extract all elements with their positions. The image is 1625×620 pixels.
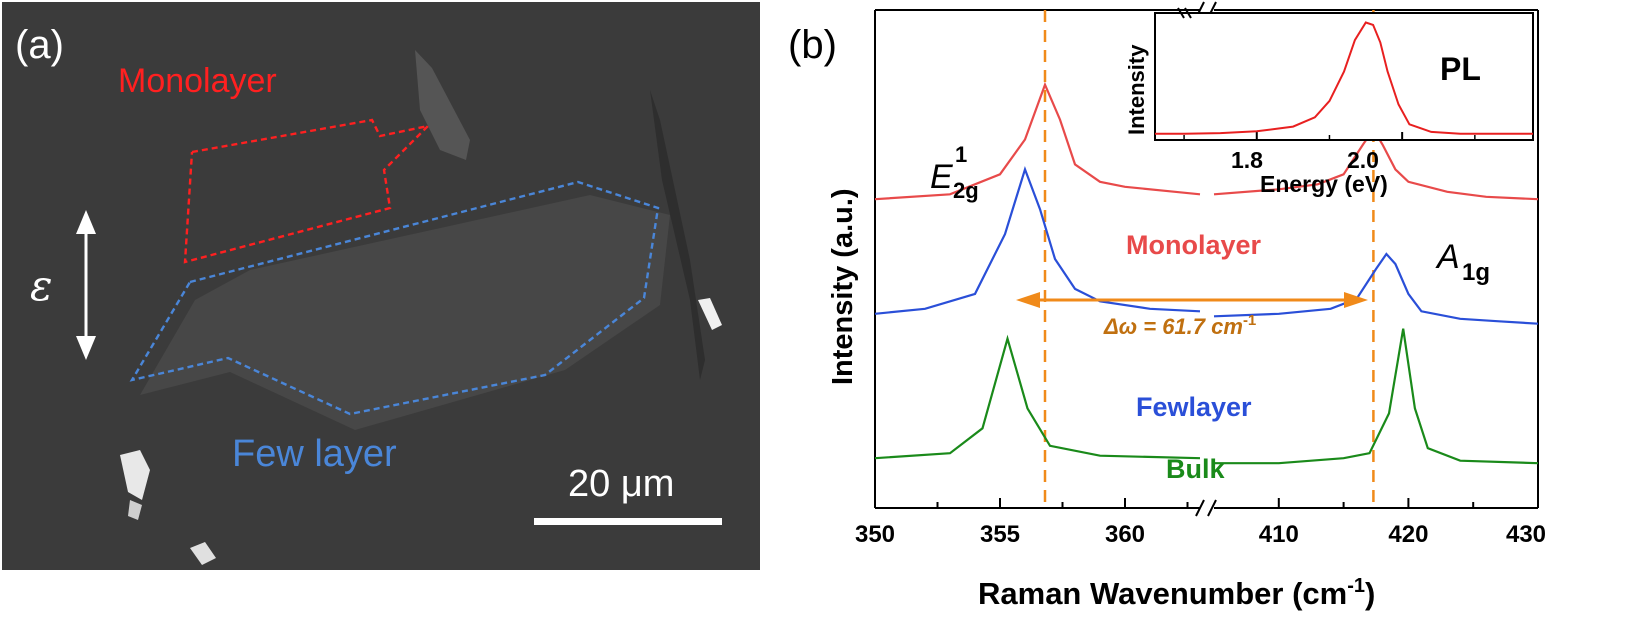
scale-bar: [534, 518, 722, 525]
x-tick-label: 355: [980, 521, 1020, 548]
debris: [190, 542, 216, 565]
axis-break-mark: [1195, 499, 1217, 517]
series-label-bulk: Bulk: [1166, 454, 1225, 484]
fewlayer-label: Few layer: [232, 433, 397, 475]
peak-a1g-sub: 1g: [1462, 259, 1490, 286]
peak-e2g-label: E: [930, 158, 953, 196]
panel-a-label: (a): [15, 23, 64, 67]
inset-xtick-label: 1.8: [1231, 147, 1263, 173]
inset-xtick-label: 2.0: [1347, 147, 1379, 173]
inset-x-label: Energy (eV): [1260, 171, 1388, 197]
inset-break-mark: [1177, 7, 1192, 19]
x-axis-label-text: Raman Wavenumber (cm: [978, 576, 1347, 611]
delta-label-sup: -1: [1243, 312, 1256, 329]
peak-a1g-label: A: [1435, 238, 1460, 276]
inset-frame: [1154, 12, 1534, 141]
series-line-bulk: [1214, 328, 1539, 465]
inset-ticks: [1183, 132, 1476, 140]
monolayer-label: Monolayer: [118, 62, 277, 100]
series-line-fewlayer: [1213, 252, 1539, 325]
scale-bar-label: 20 μm: [568, 463, 674, 505]
background-crack: [650, 90, 705, 380]
delta-arrow-head-right: [1344, 292, 1368, 308]
x-axis-label: Raman Wavenumber (cm-1): [978, 575, 1375, 611]
peak-e2g-sub: 2g: [953, 178, 979, 203]
peak-e2g-main: E: [930, 158, 953, 196]
fewlayer-outline: [129, 180, 660, 416]
peak-e2g-sup: 1: [955, 142, 967, 167]
inset-title: PL: [1440, 51, 1481, 87]
strain-arrow-head-down: [76, 336, 96, 360]
x-tick-label: 430: [1506, 521, 1546, 548]
series-label-fewlayer: Fewlayer: [1136, 392, 1252, 422]
x-ticks: 350 355 360 410 420 430: [855, 498, 1546, 548]
monolayer-outline: [183, 118, 432, 264]
debris: [128, 500, 142, 520]
delta-label-text: Δω = 61.7 cm: [1103, 314, 1243, 339]
delta-label: Δω = 61.7 cm-1: [1103, 312, 1256, 339]
x-tick-label: 360: [1105, 521, 1145, 548]
x-axis-label-sup: -1: [1347, 575, 1365, 597]
plot-frame: [874, 1, 1539, 517]
series-label-monolayer: Monolayer: [1126, 230, 1262, 260]
panel-a: (a) Monolayer Few layer ε 20 μm: [2, 2, 760, 570]
debris: [120, 450, 150, 500]
pl-inset: PL Intensity Energy (eV) 1.8 2.0: [1124, 7, 1534, 197]
series-line-monolayer: [874, 81, 1201, 201]
series-line-bulk: [874, 334, 1201, 460]
peak-a1g-main: A: [1435, 238, 1460, 276]
delta-arrow-head-left: [1016, 292, 1040, 308]
panel-b-label: (b): [788, 23, 837, 67]
panel-b: (b) 350 355 360 410 420 430 Intensity (a.u.) …: [788, 1, 1546, 611]
x-tick-label: 410: [1259, 521, 1299, 548]
debris: [698, 298, 722, 330]
y-axis-label: Intensity (a.u.): [827, 188, 859, 385]
background-flake: [415, 50, 470, 160]
x-tick-label: 350: [855, 521, 895, 548]
x-axis-label-end: ): [1365, 576, 1375, 611]
strain-symbol: ε: [30, 261, 53, 310]
x-tick-label: 420: [1388, 521, 1428, 548]
series-line-fewlayer: [874, 166, 1201, 315]
inset-y-label: Intensity: [1124, 44, 1149, 135]
pl-curve: [1155, 21, 1533, 135]
strain-arrow-head-up: [76, 210, 96, 234]
fewlayer-flake: [140, 195, 670, 430]
